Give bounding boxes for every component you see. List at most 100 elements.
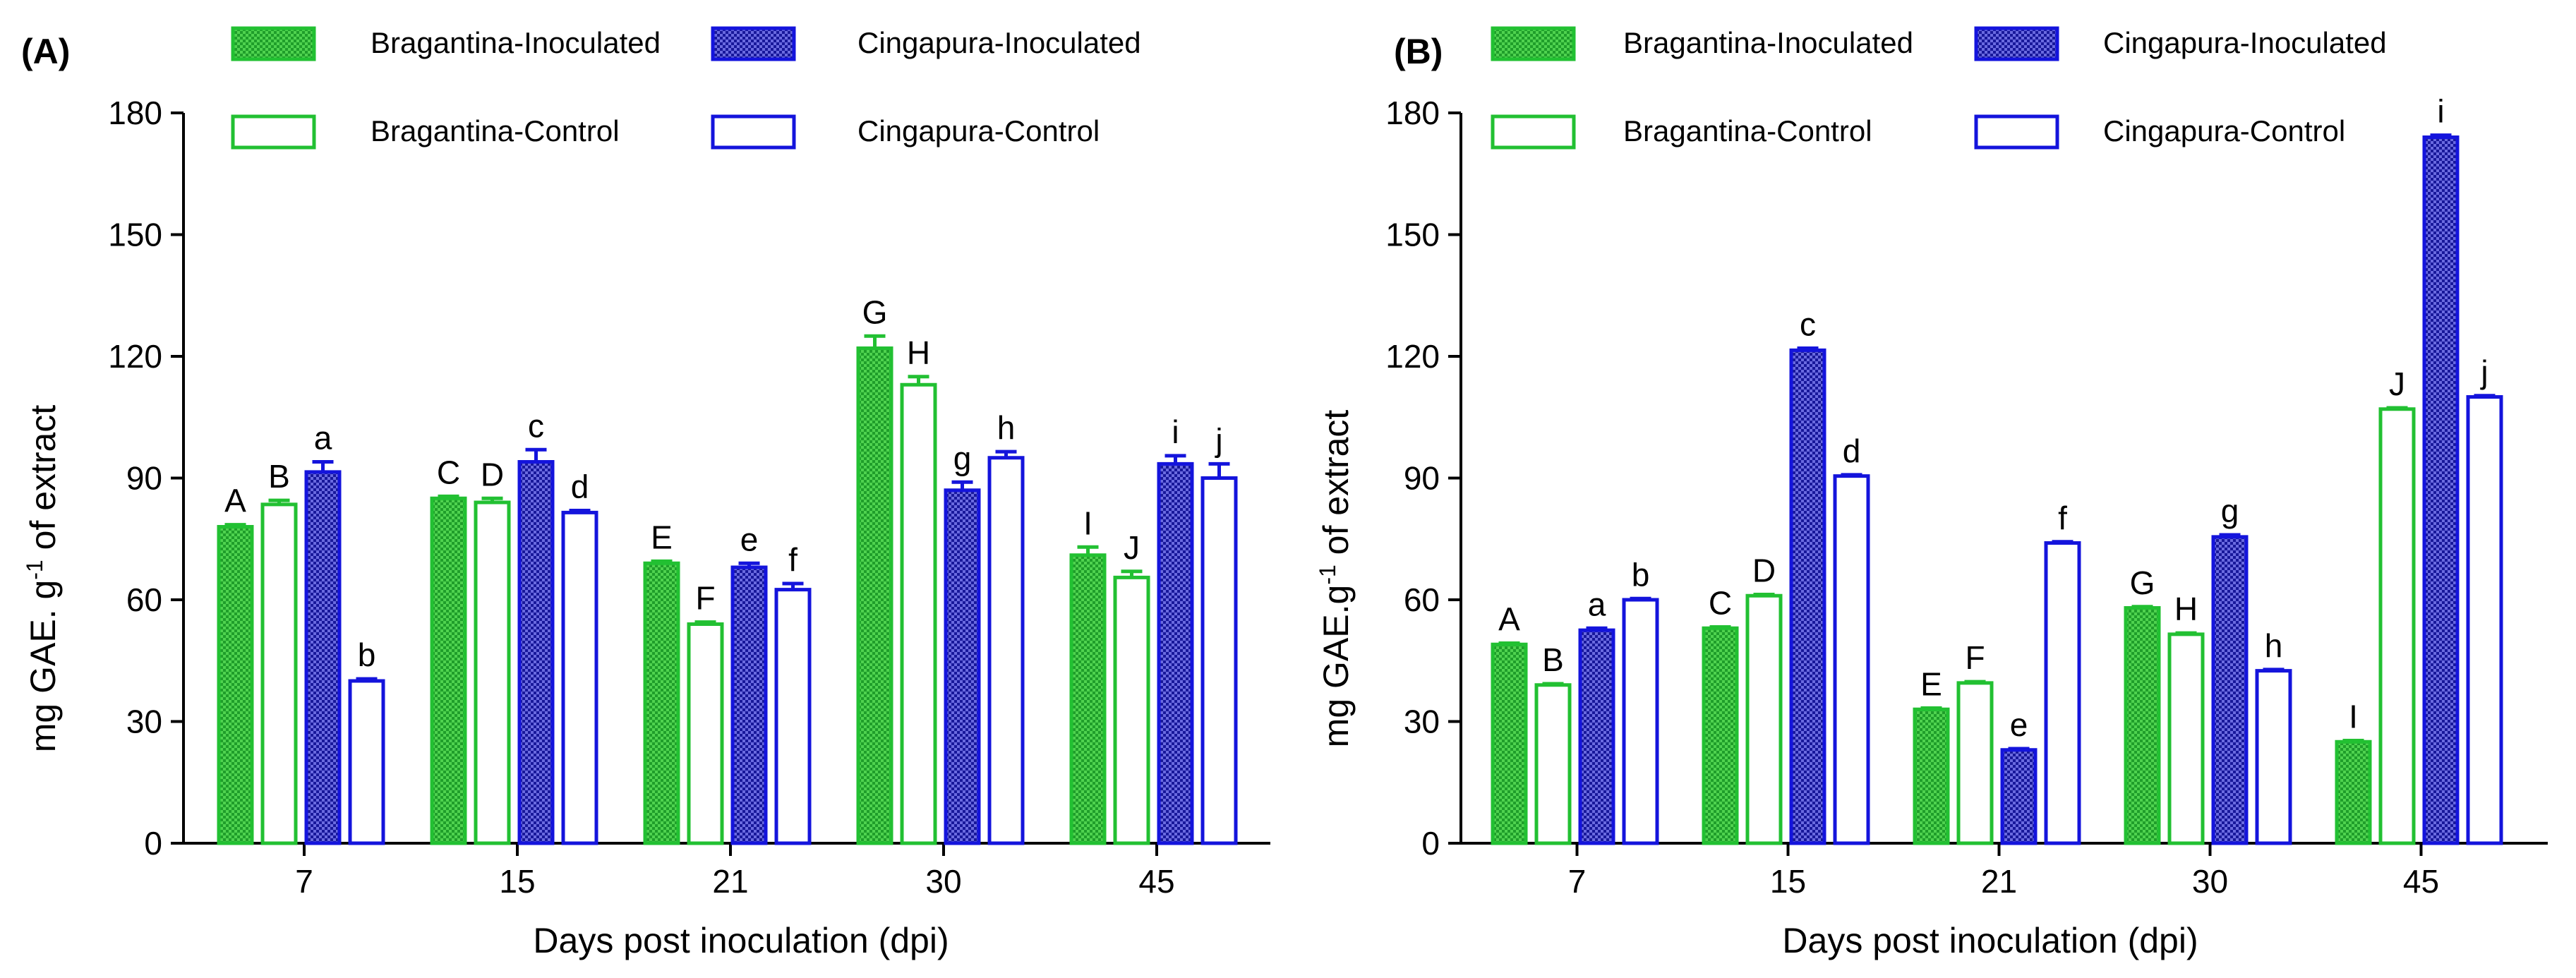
legend-label: Cingapura-Inoculated — [2103, 26, 2387, 59]
bar — [2167, 632, 2205, 845]
significance-label: E — [1920, 666, 1942, 703]
significance-label: J — [2389, 366, 2405, 402]
bar — [944, 488, 981, 845]
bar — [1200, 476, 1238, 845]
legend: Bragantina-Inoculated Cingapura-Inoculate… — [1491, 26, 2387, 150]
y-tick-label: 90 — [126, 460, 162, 497]
significance-label: C — [437, 454, 460, 490]
bar — [900, 382, 937, 845]
significance-label: g — [953, 440, 972, 476]
y-axis-title-sup: -1 — [22, 560, 47, 579]
legend-swatch — [231, 114, 316, 150]
bar — [430, 496, 467, 845]
bar — [730, 565, 768, 845]
legend-label: Cingapura-Control — [2103, 114, 2345, 147]
bar — [2000, 748, 2038, 845]
bar — [856, 346, 893, 845]
x-axis-title: Days post inoculation (dpi) — [533, 921, 949, 960]
significance-label: I — [2349, 699, 2358, 735]
bar — [687, 622, 724, 845]
x-tick-label: 45 — [1138, 863, 1174, 900]
y-tick-label: 60 — [126, 581, 162, 618]
bar — [2211, 535, 2249, 845]
bar — [2378, 407, 2416, 845]
legend-swatch — [231, 26, 316, 61]
y-tick-label: 0 — [144, 825, 162, 862]
legend-swatch — [711, 114, 796, 150]
bar — [2255, 669, 2292, 845]
bar — [1578, 628, 1615, 845]
y-tick-label: 30 — [126, 704, 162, 740]
x-tick-label: 7 — [295, 863, 313, 900]
bar — [304, 470, 342, 845]
legend-label: Cingapura-Control — [857, 114, 1100, 147]
y-axis-title-sup: -1 — [1315, 565, 1340, 584]
significance-label: B — [268, 458, 290, 495]
significance-label: E — [651, 519, 673, 555]
significance-label: H — [907, 334, 930, 371]
significance-label: j — [2479, 354, 2488, 390]
panel-label: (B) — [1394, 32, 1443, 71]
y-axis-title: mg GAE. g-1 of extract — [22, 405, 63, 753]
x-tick-label: 7 — [1568, 863, 1587, 900]
significance-label: d — [1843, 433, 1861, 469]
bar — [774, 588, 812, 845]
legend-label: Bragantina-Control — [1623, 114, 1872, 147]
bar — [2124, 606, 2161, 845]
significance-label: I — [1083, 505, 1093, 541]
bars: A C E G I B D F H Ja c e g i b d f h j — [217, 294, 1238, 845]
bar — [987, 456, 1025, 845]
bar — [517, 460, 555, 845]
significance-label: B — [1542, 641, 1564, 678]
x-tick-label: 45 — [2403, 863, 2439, 900]
x-tick-label: 15 — [499, 863, 535, 900]
x-tick-label: 30 — [925, 863, 961, 900]
bar — [474, 500, 511, 845]
legend-swatch — [711, 26, 796, 61]
y-axis-title: mg GAE.g-1 of extract — [1315, 410, 1356, 748]
bar — [1113, 575, 1150, 845]
x-tick-label: 21 — [712, 863, 748, 900]
y-tick-label: 120 — [108, 338, 162, 375]
y-tick-label: 150 — [108, 217, 162, 253]
significance-label: a — [1588, 586, 1606, 622]
bar — [2466, 395, 2503, 845]
x-tick-label: 21 — [1981, 863, 2017, 900]
significance-label: G — [862, 294, 888, 330]
y-tick-label: 120 — [1385, 338, 1440, 375]
y-tick-label: 30 — [1404, 704, 1440, 740]
legend-swatch — [1974, 26, 2059, 61]
y-axis-title-main: mg GAE. g — [23, 580, 63, 753]
legend-label: Bragantina-Inoculated — [1623, 26, 1913, 59]
bar — [260, 502, 298, 845]
bar — [1622, 598, 1659, 845]
y-tick-label: 0 — [1421, 825, 1440, 862]
chart-panel-b: (B) Days post inoculation (dpi) mg GAE.g… — [1315, 26, 2548, 960]
significance-label: J — [1124, 529, 1140, 566]
bar — [1789, 348, 1826, 845]
bar — [217, 525, 254, 845]
bar — [1534, 683, 1572, 845]
significance-label: f — [2058, 500, 2067, 536]
panel-label: (A) — [21, 32, 70, 71]
legend-swatch — [1491, 26, 1576, 61]
y-tick-label: 90 — [1404, 460, 1440, 497]
bars: A C E G I B D F H Ja c e g i b d f h j — [1491, 93, 2503, 845]
legend-label: Bragantina-Control — [371, 114, 620, 147]
bar — [2044, 541, 2081, 845]
significance-label: e — [740, 521, 759, 557]
bar — [1913, 707, 1950, 845]
bar — [1702, 626, 1739, 845]
legend-swatch — [1491, 114, 1576, 150]
significance-label: g — [2221, 493, 2239, 529]
significance-label: i — [1172, 413, 1179, 450]
bar — [1069, 553, 1107, 845]
significance-label: b — [358, 636, 376, 673]
legend-label: Bragantina-Inoculated — [371, 26, 661, 59]
significance-label: d — [571, 469, 589, 505]
significance-label: h — [997, 409, 1016, 446]
bar — [1157, 461, 1194, 845]
chart-panel-a: (A) Days post inoculation (dpi) mg GAE. … — [21, 26, 1270, 960]
significance-label: a — [314, 420, 332, 457]
significance-label: f — [788, 541, 798, 578]
